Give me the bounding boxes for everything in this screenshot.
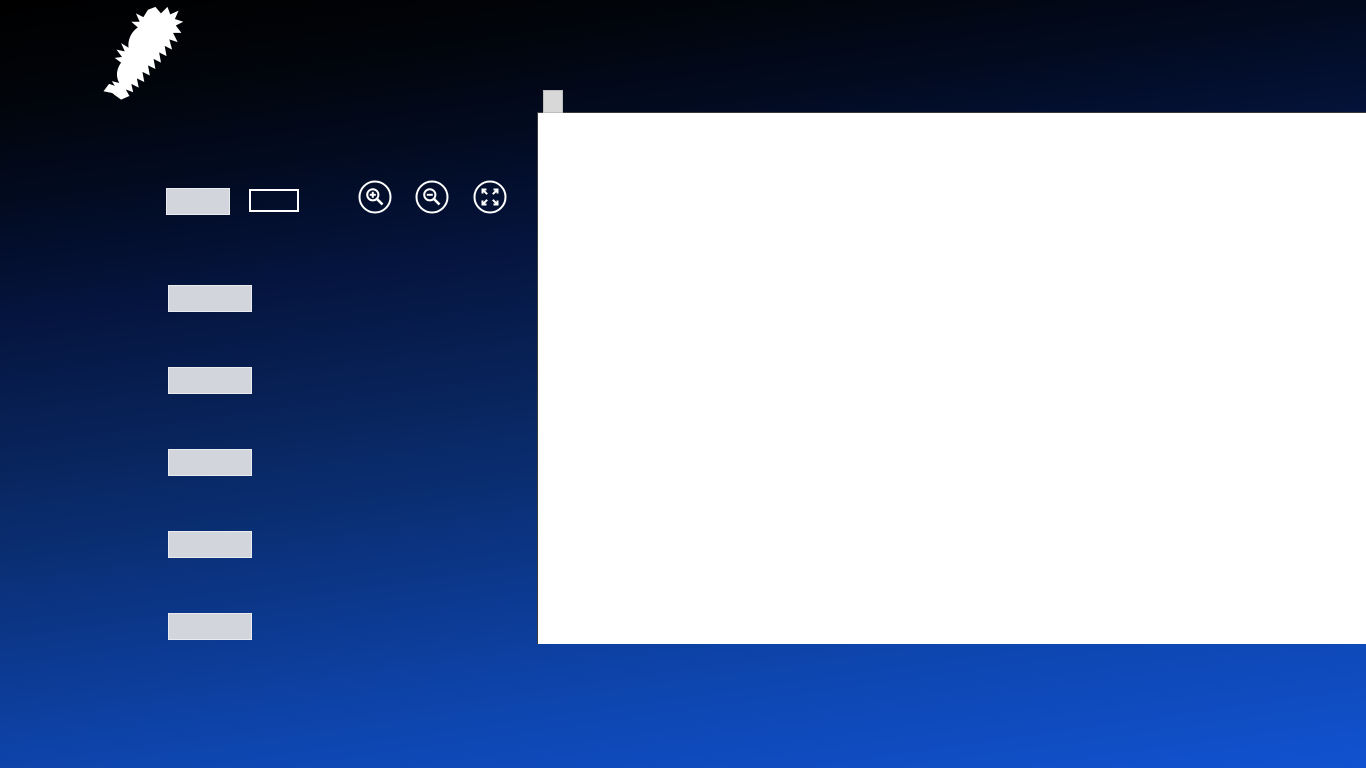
zoom-out-button[interactable]: [415, 180, 449, 214]
lion-logo-icon: [103, 6, 184, 100]
plot-canvas: [538, 113, 1366, 644]
coefficient-input-x[interactable]: [168, 531, 252, 558]
solve-button[interactable]: [249, 189, 299, 212]
zoom-out-icon: [415, 180, 449, 214]
polynomial-plot[interactable]: [537, 112, 1366, 644]
degree-input[interactable]: [166, 188, 230, 215]
coefficient-input-x2[interactable]: [168, 449, 252, 476]
cursor-coordinates-tooltip: [543, 90, 563, 113]
coefficient-input-x3[interactable]: [168, 367, 252, 394]
expand-icon: [473, 180, 507, 214]
coefficient-input-k[interactable]: [168, 613, 252, 640]
coefficient-input-x4[interactable]: [168, 285, 252, 312]
zoom-in-button[interactable]: [358, 180, 392, 214]
expand-fullscreen-button[interactable]: [473, 180, 507, 214]
zoom-in-icon: [358, 180, 392, 214]
